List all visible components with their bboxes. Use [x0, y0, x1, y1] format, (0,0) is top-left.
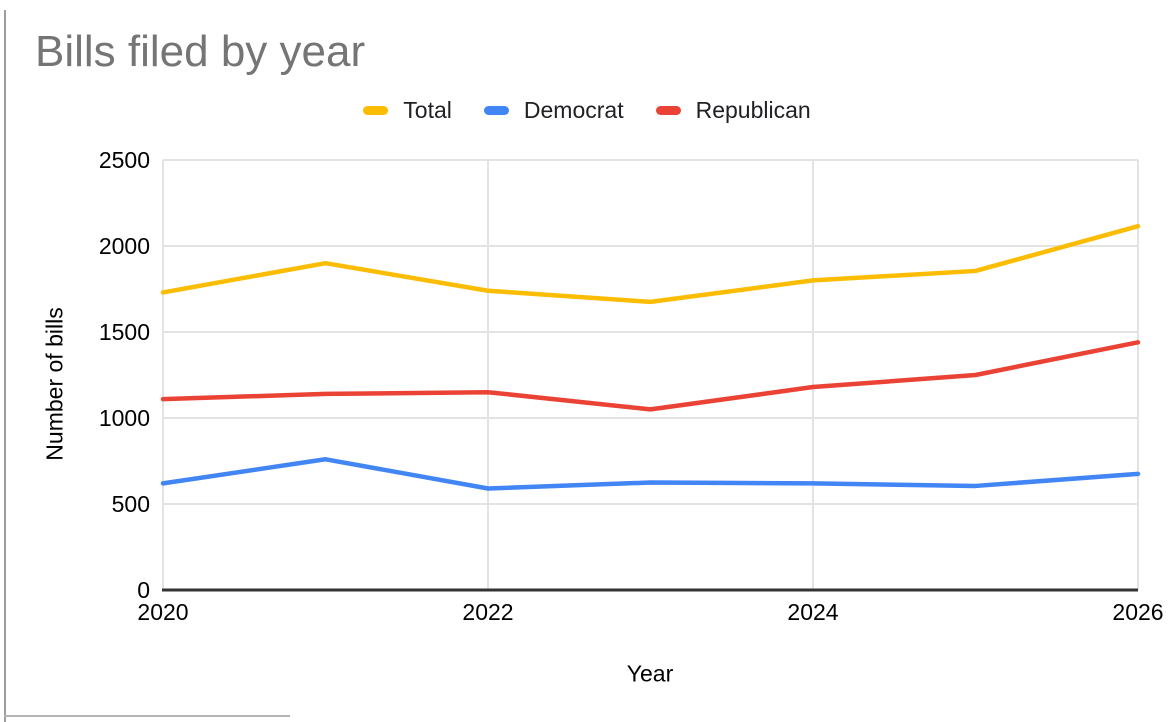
legend-item-democrat: Democrat — [483, 96, 624, 124]
legend-item-total: Total — [363, 96, 452, 124]
y-tick-label: 2500 — [98, 147, 150, 173]
series-line-democrat — [160, 457, 1141, 491]
x-tick-label: 2022 — [462, 599, 514, 625]
y-tick-label: 1500 — [98, 319, 150, 345]
legend-item-republican: Republican — [655, 96, 811, 124]
y-tick-label: 2000 — [98, 233, 150, 259]
series-line-total — [160, 223, 1141, 305]
legend-label-democrat: Democrat — [523, 97, 624, 123]
window-bottom-border — [4, 715, 290, 717]
democrat-series-swatch-icon — [483, 105, 509, 115]
y-tick-label: 500 — [111, 491, 150, 517]
total-series-swatch-icon — [363, 105, 389, 115]
x-tick-label: 2024 — [787, 599, 839, 625]
republican-series-swatch-icon — [655, 105, 681, 115]
legend-label-total: Total — [403, 97, 452, 123]
y-axis-title: Number of bills — [41, 307, 68, 461]
x-axis-title: Year — [626, 660, 674, 687]
x-tick-label: 2020 — [137, 599, 189, 625]
y-tick-label: 0 — [137, 577, 150, 603]
legend-label-republican: Republican — [695, 97, 811, 123]
chart-title: Bills filed by year — [35, 27, 366, 76]
series-line-republican — [160, 340, 1141, 412]
chart-legend: Total Democrat Republican — [0, 96, 1174, 124]
x-tick-label: 2026 — [1112, 599, 1164, 625]
y-tick-label: 1000 — [98, 405, 150, 431]
window-left-border — [4, 10, 6, 722]
